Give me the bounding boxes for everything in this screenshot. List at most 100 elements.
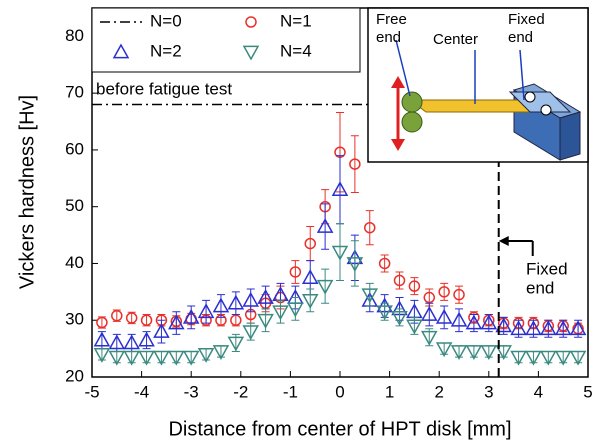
- marker: [346, 257, 364, 273]
- marker: [364, 221, 376, 234]
- pointer: [395, 39, 411, 97]
- marker: [480, 345, 498, 360]
- error-bar: [499, 345, 508, 358]
- marker: [289, 266, 302, 278]
- legend-label: N=4: [280, 41, 312, 60]
- legend-label: N=1: [280, 11, 312, 30]
- error-bar: [306, 226, 315, 262]
- marker: [257, 313, 274, 329]
- inset-label: Center: [433, 31, 478, 48]
- error-bar: [514, 350, 523, 364]
- error-bar: [365, 210, 374, 246]
- error-bar: [559, 350, 568, 364]
- marker: [212, 345, 230, 360]
- marker: [540, 320, 557, 336]
- y-tick-label: 70: [65, 83, 84, 102]
- error-bar: [172, 350, 181, 364]
- marker: [465, 314, 483, 330]
- marker: [349, 158, 361, 170]
- arrow-head: [391, 139, 405, 151]
- marker: [168, 350, 185, 366]
- marker: [182, 350, 200, 366]
- marker: [450, 311, 468, 327]
- marker: [331, 245, 349, 261]
- error-bar: [440, 282, 449, 301]
- marker: [316, 279, 334, 295]
- marker: [168, 314, 185, 330]
- marker: [480, 314, 498, 330]
- annotation: end: [526, 278, 554, 297]
- error-bar: [142, 350, 151, 364]
- marker: [212, 297, 230, 313]
- error-bar: [529, 350, 538, 364]
- marker: [554, 320, 572, 336]
- marker: [406, 319, 423, 335]
- inset-label: end: [376, 29, 401, 46]
- x-tick-label: -3: [184, 382, 199, 401]
- error-bar: [336, 223, 344, 281]
- error-bar: [455, 285, 464, 304]
- error-bar: [350, 240, 359, 287]
- x-tick-label: -4: [134, 382, 149, 401]
- error-bar: [574, 350, 583, 364]
- x-tick-label: -5: [84, 382, 99, 401]
- marker: [453, 288, 465, 301]
- marker: [510, 350, 527, 366]
- legend-swatch: [112, 43, 130, 59]
- inset-label: Free: [376, 11, 407, 28]
- marker: [287, 302, 304, 318]
- marker: [93, 331, 111, 347]
- x-tick-label: -1: [283, 382, 298, 401]
- error-bar: [112, 350, 121, 364]
- marker: [408, 280, 421, 292]
- marker: [393, 274, 406, 287]
- error-bar: [440, 342, 449, 355]
- marker: [525, 320, 542, 336]
- y-tick-label: 30: [65, 310, 84, 329]
- marker: [108, 350, 126, 366]
- error-bar: [216, 345, 225, 358]
- y-tick-label: 40: [65, 253, 84, 272]
- marker: [391, 311, 408, 326]
- marker: [197, 347, 215, 363]
- marker: [421, 306, 438, 321]
- x-tick-label: 1: [385, 382, 394, 401]
- marker: [138, 331, 155, 347]
- marker: [554, 350, 572, 366]
- error-bar: [380, 254, 389, 273]
- x-tick-label: 0: [335, 382, 344, 401]
- beam: [408, 99, 538, 113]
- marker: [435, 342, 453, 358]
- marker: [108, 334, 126, 350]
- marker: [331, 181, 349, 197]
- marker: [540, 350, 557, 366]
- marker: [316, 218, 334, 233]
- marker: [227, 336, 245, 352]
- screw: [524, 91, 536, 103]
- marker: [376, 305, 393, 321]
- marker: [495, 317, 512, 333]
- marker: [93, 347, 111, 363]
- marker: [301, 269, 319, 285]
- y-tick-label: 60: [65, 139, 84, 158]
- error-bar: [455, 345, 464, 358]
- error-bar: [291, 260, 300, 284]
- legend-swatch: [245, 16, 257, 28]
- marker: [378, 257, 391, 270]
- inset: Free end Center Fixed end: [367, 7, 589, 163]
- error-bar: [157, 350, 166, 364]
- legend: N=0 N=1 N=2 N=4: [100, 11, 312, 61]
- error-bar: [187, 350, 196, 364]
- error-bar: [127, 350, 136, 364]
- marker: [153, 323, 170, 338]
- error-bar: [350, 135, 359, 193]
- marker: [153, 350, 170, 366]
- marker: [272, 305, 289, 321]
- marker: [242, 325, 259, 341]
- x-tick-label: -2: [233, 382, 248, 401]
- marker: [197, 303, 215, 319]
- inset-label: Fixed: [508, 11, 545, 28]
- marker: [138, 350, 155, 366]
- error-bar: [202, 348, 211, 361]
- marker: [510, 320, 527, 336]
